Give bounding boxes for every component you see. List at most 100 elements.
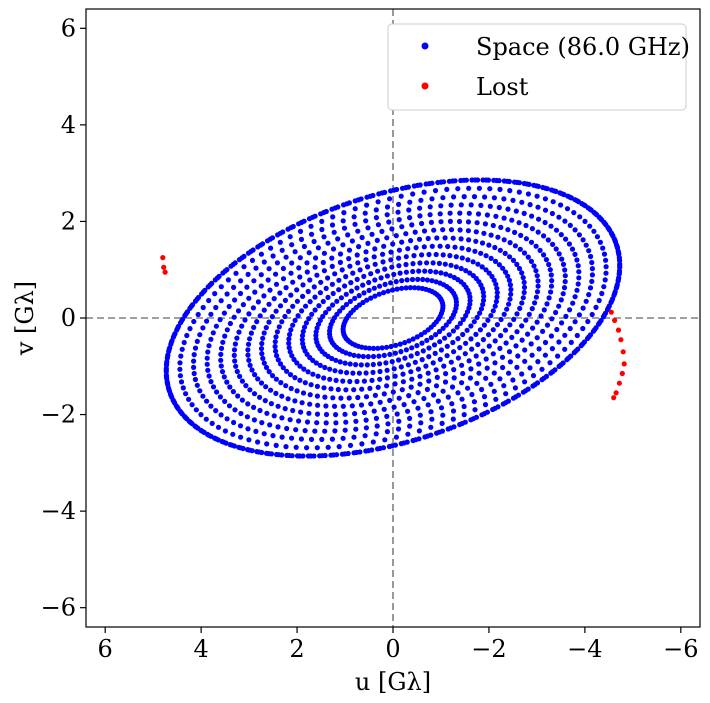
data-point	[340, 435, 346, 441]
data-point	[180, 385, 186, 391]
data-point	[384, 383, 390, 389]
data-point	[346, 200, 352, 206]
data-point	[280, 265, 286, 272]
data-point	[213, 323, 219, 329]
data-point	[567, 222, 573, 228]
data-point	[312, 213, 318, 219]
data-point	[382, 189, 388, 195]
data-point	[508, 286, 514, 293]
data-point	[391, 404, 397, 410]
data-point	[451, 367, 457, 373]
data-point	[416, 436, 422, 442]
data-point	[322, 394, 328, 400]
data-point	[388, 280, 394, 286]
data-point	[476, 370, 482, 376]
data-point	[300, 341, 306, 347]
data-point	[530, 373, 537, 379]
data-point	[294, 287, 300, 293]
data-point	[321, 375, 327, 381]
data-point	[335, 204, 341, 210]
data-point	[365, 264, 371, 270]
data-point	[468, 336, 474, 342]
data-point	[299, 333, 306, 339]
data-point	[525, 386, 531, 392]
data-point	[251, 417, 257, 423]
data-point	[279, 247, 285, 253]
data-point	[268, 245, 274, 251]
data-point	[342, 283, 348, 289]
data-point	[593, 304, 599, 310]
data-point	[280, 276, 287, 282]
x-axis-ticks: 6 4 2 0 −2 −4 −6	[98, 627, 699, 663]
data-point	[506, 277, 512, 283]
data-point	[438, 347, 444, 353]
data-point	[388, 249, 394, 255]
data-point	[292, 249, 298, 255]
data-point	[388, 188, 394, 194]
data-point	[546, 295, 552, 301]
data-point	[239, 397, 245, 403]
data-point	[333, 420, 339, 426]
data-point	[232, 341, 238, 347]
data-point	[596, 297, 602, 304]
data-point	[445, 426, 451, 432]
data-point	[516, 220, 522, 226]
data-point	[251, 324, 257, 330]
data-point	[485, 317, 491, 323]
data-point	[440, 227, 446, 233]
data-point	[400, 371, 406, 377]
data-point	[558, 297, 564, 303]
data-point	[275, 403, 281, 409]
data-point	[238, 410, 244, 417]
data-point	[251, 404, 257, 410]
data-point	[329, 222, 336, 228]
data-point	[580, 325, 586, 332]
data-point	[434, 374, 440, 380]
data-point	[284, 425, 290, 432]
data-point	[424, 386, 430, 392]
data-point	[428, 219, 434, 225]
data-point	[315, 402, 321, 408]
data-point	[268, 451, 275, 457]
data-point	[489, 273, 495, 280]
data-point	[542, 219, 548, 226]
data-point	[268, 401, 274, 407]
data-point	[442, 235, 448, 241]
data-point	[517, 246, 523, 252]
data-point	[221, 310, 227, 316]
data-point	[375, 199, 381, 205]
data-point	[351, 450, 357, 456]
data-point	[204, 361, 210, 367]
data-point	[501, 215, 507, 221]
data-point	[533, 268, 539, 274]
x-tick-label: 4	[193, 635, 208, 663]
data-point	[191, 358, 197, 364]
data-point	[381, 290, 387, 296]
data-point	[457, 320, 463, 326]
data-point	[463, 268, 469, 274]
data-point	[494, 290, 500, 296]
data-point	[483, 356, 489, 362]
data-point	[204, 318, 210, 324]
data-point	[227, 320, 233, 327]
data-point	[483, 253, 489, 259]
data-point	[510, 377, 516, 383]
data-point	[538, 313, 544, 319]
x-tick-label: 6	[98, 635, 113, 663]
data-point	[529, 213, 535, 219]
data-point	[584, 335, 591, 342]
data-point	[258, 283, 264, 289]
data-point	[177, 360, 183, 366]
legend-marker-space	[421, 42, 429, 50]
data-point	[251, 278, 257, 284]
data-point	[466, 237, 472, 243]
data-point	[401, 402, 407, 408]
data-point	[352, 411, 358, 417]
data-point	[414, 350, 420, 357]
data-point	[393, 279, 399, 285]
data-point	[419, 220, 425, 227]
data-point	[495, 234, 501, 240]
data-point	[232, 358, 238, 364]
data-point	[301, 218, 307, 224]
data-point	[343, 301, 350, 308]
